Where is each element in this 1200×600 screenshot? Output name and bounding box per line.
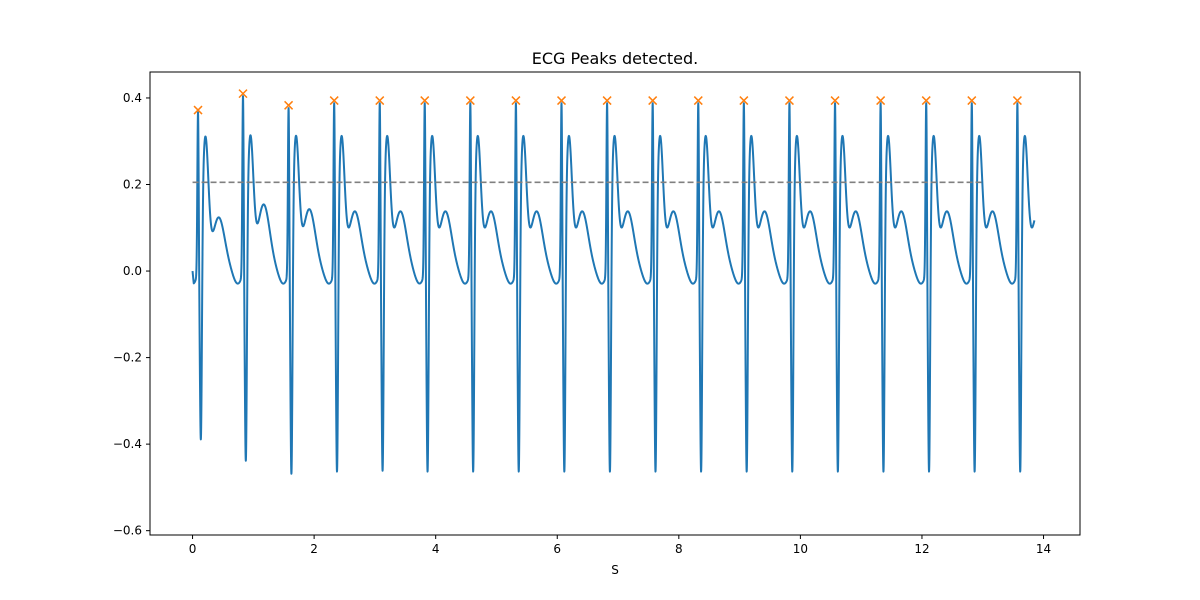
peak-marker	[465, 96, 475, 106]
x-tick-label: 0	[189, 542, 197, 556]
peak-marker	[876, 96, 886, 106]
peak-marker	[921, 96, 931, 106]
peak-marker	[556, 96, 567, 106]
x-tick-label: 10	[793, 542, 808, 556]
peak-marker	[693, 96, 703, 106]
peak-marker	[238, 89, 248, 99]
axes: 0 2 4 6 8 10 12 14 −0.6 −0.4 −0.2 0.0 0.2 0.4	[113, 71, 1081, 556]
y-tick-label: −0.6	[113, 524, 142, 538]
peak-markers	[193, 89, 1022, 115]
y-tick-label: 0.4	[123, 91, 142, 105]
peak-marker	[375, 96, 385, 106]
peak-marker	[284, 100, 294, 110]
peak-marker	[1012, 96, 1022, 106]
peak-marker	[420, 96, 430, 106]
chart-title: ECG Peaks detected.	[532, 49, 698, 68]
peak-marker	[648, 96, 658, 106]
peak-marker	[739, 96, 749, 106]
x-tick-label: 8	[675, 542, 683, 556]
ecg-signal-line	[191, 95, 1036, 475]
y-tick-label: 0.0	[123, 264, 142, 278]
peak-marker	[784, 96, 794, 106]
x-tick-label: 12	[914, 542, 929, 556]
y-tick-label: −0.4	[113, 437, 142, 451]
peak-marker	[193, 105, 203, 115]
peak-marker	[511, 96, 521, 106]
x-tick-label: 6	[553, 542, 561, 556]
y-tick-label: 0.2	[123, 178, 142, 192]
peak-marker	[830, 96, 840, 106]
peak-marker	[967, 96, 977, 106]
plot-area	[191, 89, 1036, 475]
peak-marker	[602, 96, 612, 106]
x-tick-label: 4	[432, 542, 440, 556]
x-tick-label: 14	[1036, 542, 1051, 556]
y-tick-label: −0.2	[113, 351, 142, 365]
x-axis-label: S	[611, 563, 619, 577]
peak-marker	[329, 96, 339, 106]
axes-frame	[149, 71, 1081, 536]
x-tick-label: 2	[310, 542, 318, 556]
